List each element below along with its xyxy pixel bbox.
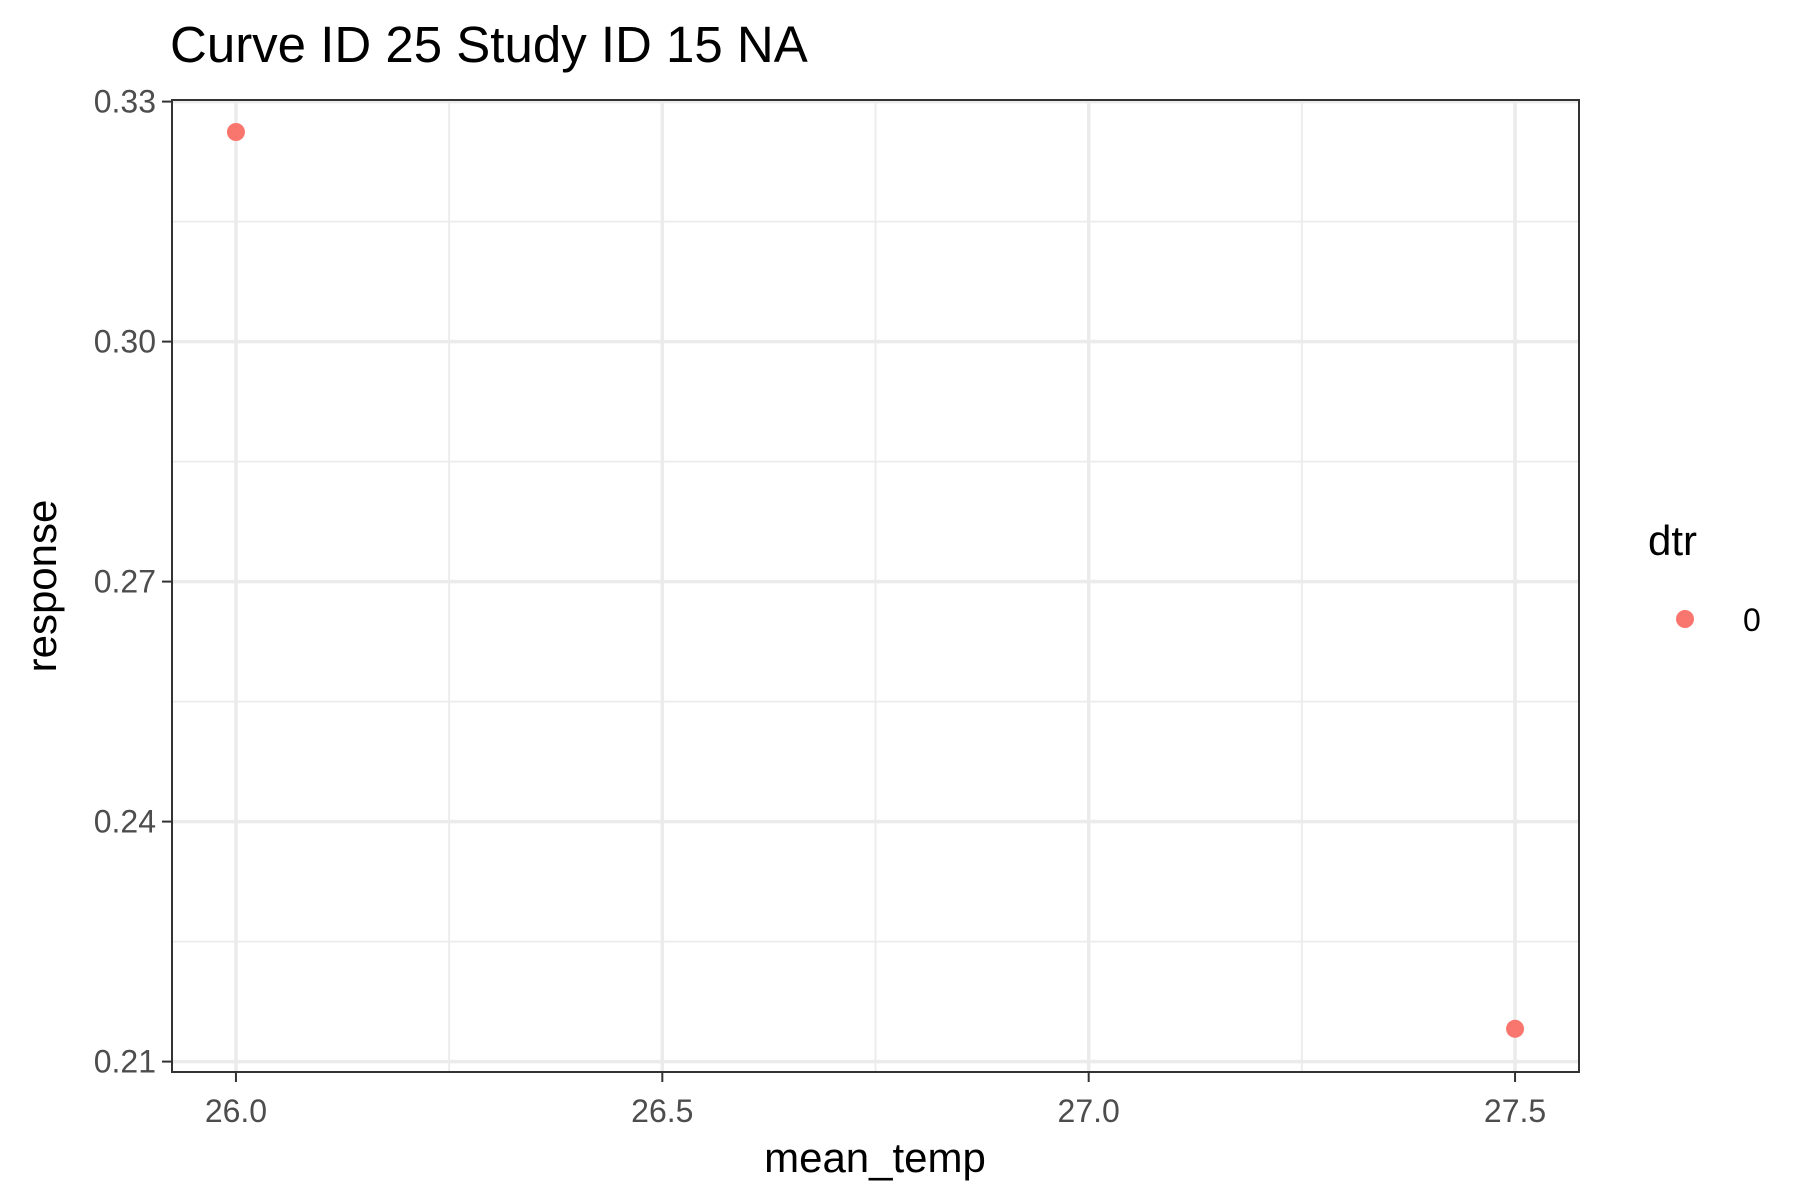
y-tick-label-3: 0.30 (94, 324, 156, 360)
major-gridlines (172, 99, 1579, 1072)
x-tick-label-3: 27.5 (1484, 1093, 1546, 1129)
data-point-0-0 (226, 123, 245, 141)
data-point-0-1 (1506, 1019, 1525, 1038)
y-tick-label-1: 0.24 (94, 804, 156, 840)
x-tick-label-1: 26.5 (631, 1093, 693, 1129)
legend-title: dtr (1648, 517, 1697, 564)
legend-label-0: 0 (1743, 602, 1761, 638)
x-axis: 26.0 26.5 27.0 27.5 (205, 1072, 1546, 1129)
x-tick-label-0: 26.0 (205, 1093, 267, 1129)
minor-gridlines (172, 100, 1579, 1072)
x-tick-label-2: 27.0 (1058, 1093, 1120, 1129)
chart-title: Curve ID 25 Study ID 15 NA (170, 16, 808, 73)
y-tick-label-2: 0.27 (94, 564, 156, 600)
y-tick-label-0: 0.21 (94, 1044, 156, 1080)
y-axis-title: response (18, 500, 65, 673)
data-points (226, 123, 1525, 1038)
x-axis-title: mean_temp (764, 1134, 986, 1181)
panel-border (171, 99, 1580, 1073)
legend: dtr 0 (1648, 517, 1761, 638)
y-tick-label-4: 0.33 (94, 84, 156, 120)
legend-key-0 (1676, 610, 1694, 628)
y-axis: 0.21 0.24 0.27 0.30 0.33 (94, 84, 172, 1080)
